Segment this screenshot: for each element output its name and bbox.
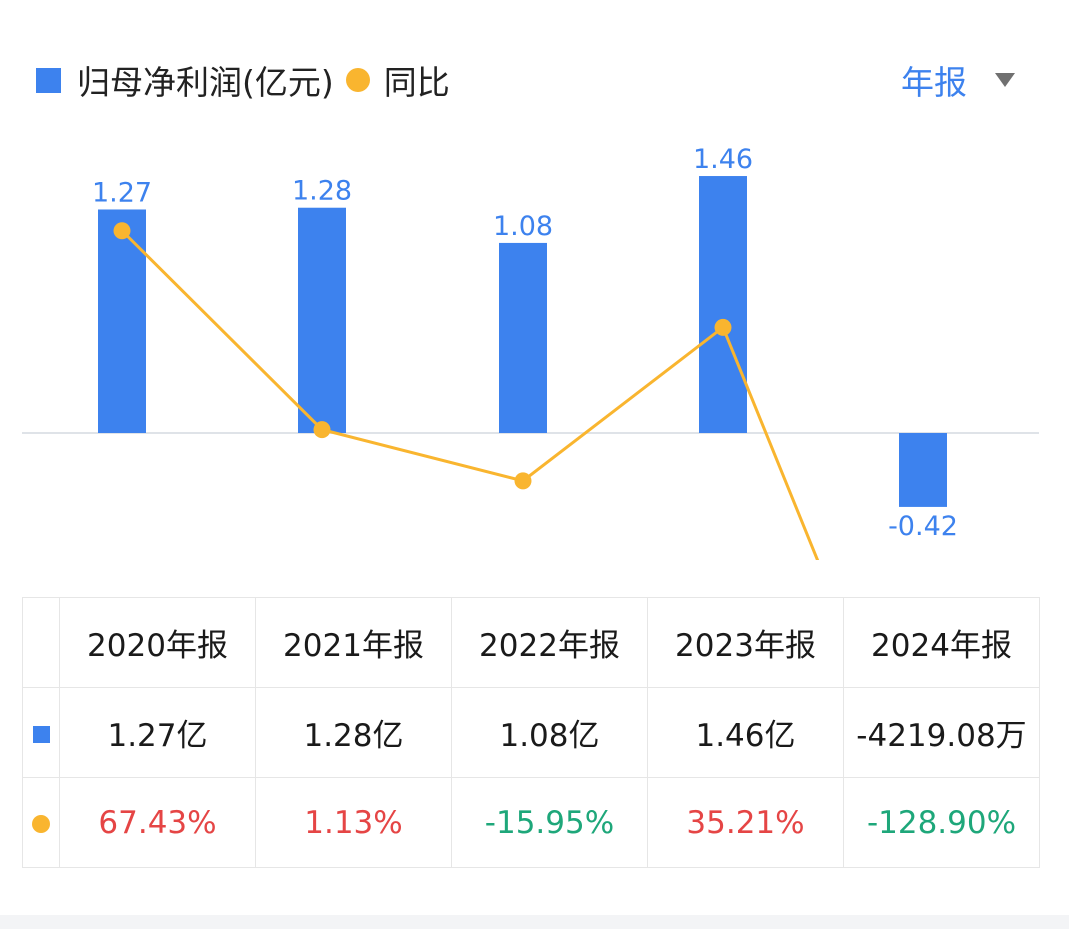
table-cell: -15.95%	[451, 777, 648, 868]
bar-value-label: 1.27	[92, 177, 152, 208]
caret-down-icon	[995, 73, 1015, 87]
data-table: 2020年报 2021年报 2022年报 2023年报 2024年报 1.27亿…	[22, 597, 1040, 868]
bar-2021年报[interactable]	[298, 207, 346, 433]
table-cell: 1.27亿	[59, 687, 256, 778]
blue-square-icon	[32, 725, 50, 743]
orange-dot-icon	[32, 814, 50, 833]
table-header-cell: 2023年报	[647, 597, 844, 688]
yoy-point-2022年报[interactable]	[514, 472, 532, 490]
profit-row-marker	[22, 687, 60, 778]
table-header-cell: 2022年报	[451, 597, 648, 688]
bar-value-label: -0.42	[888, 511, 958, 542]
bar-value-label: 1.08	[493, 211, 553, 242]
table-row-yoy: 67.43% 1.13% -15.95% 35.21% -128.90%	[22, 777, 1040, 868]
bar-2020年报[interactable]	[98, 209, 146, 433]
yoy-point-2021年报[interactable]	[313, 421, 331, 439]
table-header-cell: 2024年报	[843, 597, 1040, 688]
line-legend-dot-icon	[345, 68, 370, 92]
bar-value-label: 1.46	[693, 144, 753, 175]
yoy-row-marker	[22, 777, 60, 868]
yoy-point-2023年报[interactable]	[714, 318, 732, 336]
bar-legend-label: 归母净利润(亿元)	[77, 63, 334, 102]
bar-2022年报[interactable]	[499, 242, 547, 433]
line-legend-label: 同比	[383, 63, 450, 102]
chart-legend: 归母净利润(亿元) 同比	[36, 56, 450, 104]
table-cell: 1.46亿	[647, 687, 844, 778]
table-cell: 1.28亿	[255, 687, 452, 778]
table-header-cell: 2021年报	[255, 597, 452, 688]
table-header-row: 2020年报 2021年报 2022年报 2023年报 2024年报	[22, 597, 1040, 688]
bar-legend-square-icon	[36, 67, 61, 93]
period-selector-label: 年报	[901, 63, 967, 102]
table-corner-cell	[22, 597, 60, 688]
bar-2024年报[interactable]	[899, 433, 947, 507]
table-row-profit: 1.27亿 1.28亿 1.08亿 1.46亿 -4219.08万	[22, 687, 1040, 778]
bar-2023年报[interactable]	[699, 176, 747, 433]
table-cell: -128.90%	[843, 777, 1040, 868]
period-selector[interactable]: 年报	[901, 58, 1015, 102]
table-cell: -4219.08万	[843, 687, 1040, 778]
bar-value-label: 1.28	[292, 176, 352, 207]
yoy-point-2020年报[interactable]	[113, 222, 131, 240]
chart-area: 1.27 1.28 1.08 1.46 -0.42	[22, 144, 1039, 560]
table-cell: 35.21%	[647, 777, 844, 868]
footer-band	[0, 915, 1069, 929]
table-header-cell: 2020年报	[59, 597, 256, 688]
table-cell: 67.43%	[59, 777, 256, 868]
table-cell: 1.08亿	[451, 687, 648, 778]
table-cell: 1.13%	[255, 777, 452, 868]
